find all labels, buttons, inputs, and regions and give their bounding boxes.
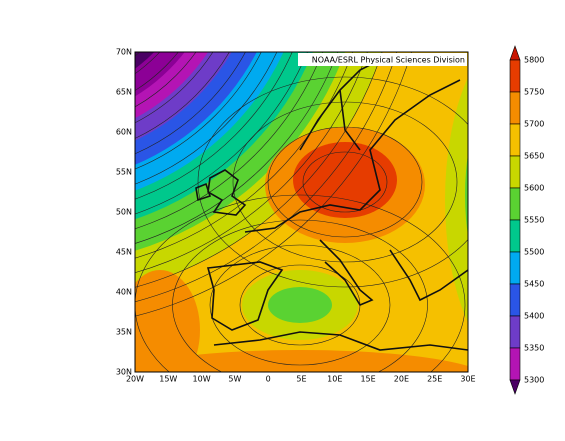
map-field <box>135 52 468 372</box>
colorbar-label: 5700 <box>524 120 544 129</box>
colorbar-label: 5400 <box>524 312 544 321</box>
colorbar-label: 5450 <box>524 280 544 289</box>
lon-label: 15E <box>360 375 375 384</box>
colorbar-segment <box>509 219 521 253</box>
contour <box>135 194 466 372</box>
lat-label: 30N <box>116 368 132 377</box>
lat-label: 40N <box>116 288 132 297</box>
colorbar-label: 5650 <box>524 152 544 161</box>
lat-label: 45N <box>116 248 132 257</box>
contour <box>172 219 428 372</box>
colorbar-segment <box>509 347 521 381</box>
colorbar-label: 5800 <box>524 56 544 65</box>
lon-label: 20W <box>126 375 144 384</box>
lon-label: 5E <box>296 375 306 384</box>
height-band <box>135 52 185 97</box>
lon-label: 10E <box>327 375 342 384</box>
height-band <box>268 287 332 323</box>
attribution-box <box>298 53 467 66</box>
coastlines <box>195 59 468 351</box>
colorbar-label: 5750 <box>524 88 544 97</box>
lon-label: 30E <box>460 375 475 384</box>
lat-label: 50N <box>116 208 132 217</box>
height-band <box>135 52 155 69</box>
lon-label: 10W <box>193 375 211 384</box>
colorbar-segment <box>509 251 521 285</box>
contour <box>232 101 458 263</box>
contour <box>302 151 388 213</box>
colorbar-segment <box>509 123 521 157</box>
colorbar-segment <box>509 283 521 317</box>
colorbar-label: 5550 <box>524 216 544 225</box>
colorbar-label: 5350 <box>524 344 544 353</box>
colorbar-segment <box>509 91 521 125</box>
lat-label: 60N <box>116 128 132 137</box>
lat-label: 35N <box>116 328 132 337</box>
map-frame <box>134 51 469 373</box>
colorbar-label: 5500 <box>524 248 544 257</box>
lon-label: 0 <box>266 375 271 384</box>
colorbar-segment <box>509 187 521 221</box>
lon-label: 5W <box>228 375 241 384</box>
colorbar-label: 5300 <box>524 376 544 385</box>
lon-label: 25E <box>427 375 442 384</box>
contour <box>209 244 391 366</box>
colorbar-segment <box>509 155 521 189</box>
contour <box>197 76 468 288</box>
colorbar-label: 5600 <box>524 184 544 193</box>
lat-label: 55N <box>116 168 132 177</box>
colorbar-segment <box>509 59 521 93</box>
colorbar-segment <box>509 315 521 349</box>
height-band <box>465 154 468 236</box>
height-band <box>135 270 200 372</box>
colorbar-end <box>509 45 521 61</box>
height-band <box>135 350 468 372</box>
lon-label: 20E <box>394 375 409 384</box>
lat-label: 65N <box>116 88 132 97</box>
colorbar: 5800 5750 5700 5650 5600 5550 5500 5450 5400 5350… <box>509 45 544 395</box>
lat-label: 70N <box>116 48 132 57</box>
attribution: NOAA/ESRL Physical Sciences Division <box>312 56 465 65</box>
lon-label: 15W <box>159 375 177 384</box>
height-band <box>445 77 468 323</box>
colorbar-end <box>509 379 521 395</box>
